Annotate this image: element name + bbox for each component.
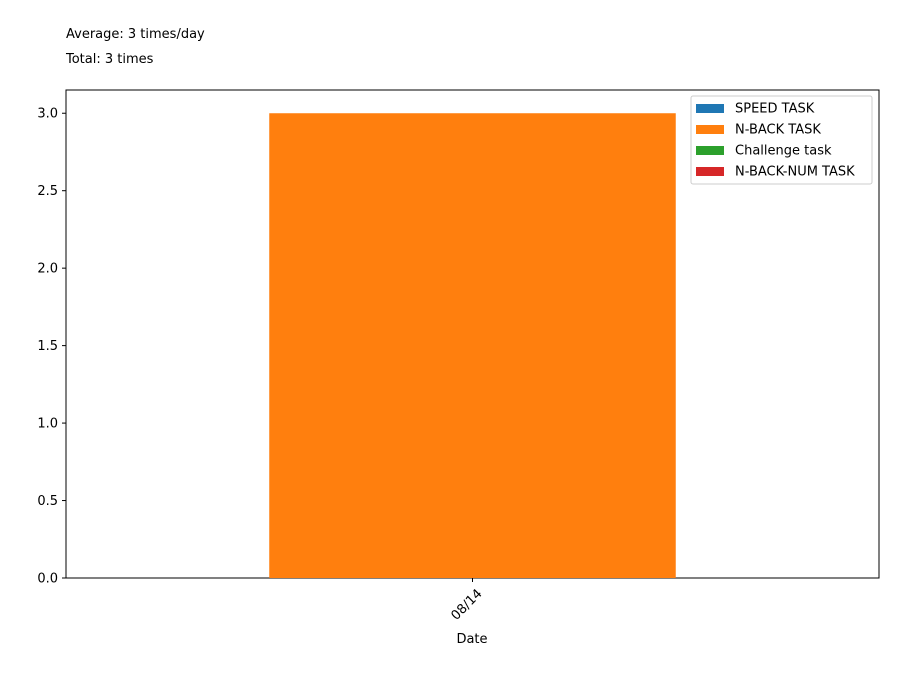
bars-layer	[269, 113, 676, 578]
x-axis-label: Date	[456, 632, 487, 647]
y-tick-label: 2.5	[37, 184, 58, 199]
legend-box	[690, 95, 873, 185]
y-tick-label: 1.0	[37, 417, 58, 432]
y-tick-label: 2.0	[37, 262, 58, 277]
x-axis: 08/14	[448, 578, 486, 624]
total-summary: Total: 3 times	[66, 52, 154, 67]
y-tick-label: 0.5	[37, 494, 58, 509]
legend-label: N-BACK TASK	[735, 123, 821, 138]
y-tick-label: 0.0	[37, 572, 58, 587]
legend-swatch	[696, 125, 724, 134]
legend-swatch	[696, 146, 724, 155]
legend-swatch	[696, 167, 724, 176]
bar-n-back-task-0	[269, 113, 676, 578]
y-axis: 0.0 0.5 1.0 1.5 2.0 2.5 3.0	[37, 107, 66, 587]
legend: SPEED TASK N-BACK TASK Challenge task N-BAC…	[690, 95, 873, 185]
x-tick-label: 08/14	[448, 586, 485, 623]
y-tick-label: 3.0	[37, 107, 58, 122]
average-summary: Average: 3 times/day	[66, 27, 205, 42]
legend-swatch	[696, 104, 724, 113]
legend-label: SPEED TASK	[735, 102, 815, 117]
y-tick-label: 1.5	[37, 339, 58, 354]
legend-label: N-BACK-NUM TASK	[735, 165, 855, 180]
legend-label: Challenge task	[735, 144, 832, 159]
